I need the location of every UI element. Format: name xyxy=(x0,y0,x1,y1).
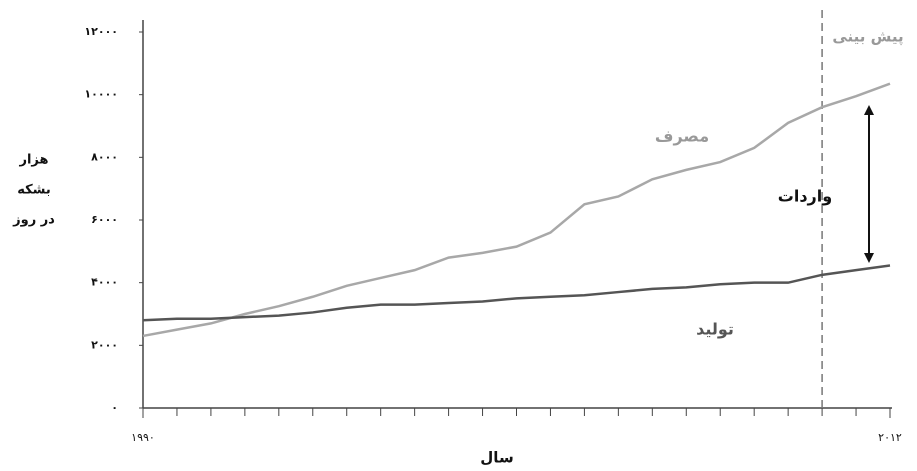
y-tick-label: ۴۰۰۰ xyxy=(91,276,118,289)
consumption-label: مصرف xyxy=(655,127,709,146)
series-line xyxy=(142,82,891,338)
y-label: هزار xyxy=(18,153,48,168)
x-label: سال xyxy=(480,449,513,467)
y-tick-label: ۱۲۰۰۰ xyxy=(84,25,118,38)
forecast-label: پیش بینی xyxy=(832,28,903,47)
production-label: تولید xyxy=(696,320,734,339)
x-tick-label: ۱۹۹۰ xyxy=(131,431,155,444)
series-line xyxy=(142,264,891,322)
y-tick-label: ۰ xyxy=(111,401,118,414)
y-tick-label: ۲۰۰۰ xyxy=(91,338,118,351)
imports-label: واردات xyxy=(778,187,832,206)
y-label: در روز xyxy=(12,213,55,228)
y-tick-label: ۱۰۰۰۰ xyxy=(84,88,118,101)
y-tick-label: ۸۰۰۰ xyxy=(91,150,118,163)
x-tick-label: ۲۰۱۲ xyxy=(878,431,902,444)
y-label: بشکه xyxy=(17,183,51,198)
y-tick-label: ۶۰۰۰ xyxy=(91,213,118,226)
